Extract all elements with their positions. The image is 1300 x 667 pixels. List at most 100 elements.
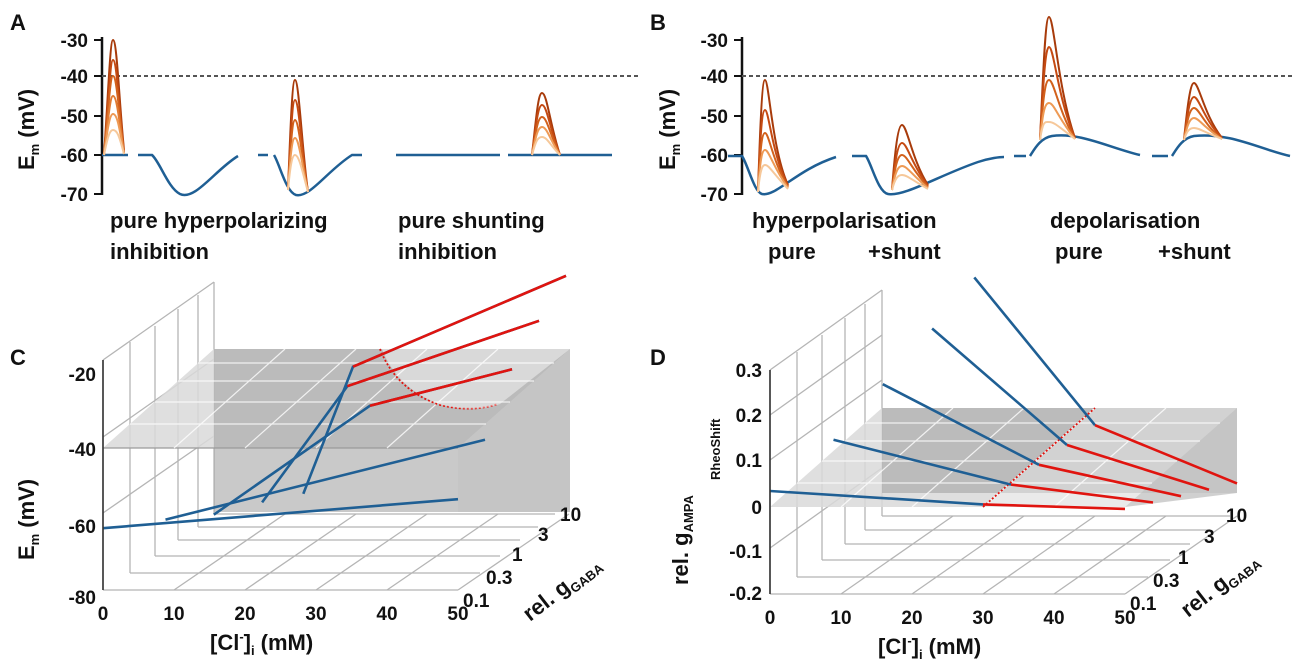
- d-grid-line: [769, 334, 883, 416]
- d-xtick-label: 50: [1114, 608, 1135, 629]
- b-epsp-trace: [757, 148, 789, 193]
- b-ipsp-hyper-pure: [728, 154, 837, 196]
- c-threshold-plane-side: [458, 349, 570, 512]
- c-plane-grid-line: [386, 348, 499, 449]
- d-grid-line: [1053, 515, 1167, 595]
- b-epsp-trace: [891, 123, 929, 191]
- series-line-negative-10: [1094, 423, 1238, 485]
- d-y-axis-label: rel. gAMPA: [668, 494, 696, 585]
- c-y-ticks: -20 -40 -60 -80: [69, 365, 96, 609]
- a-caption-shunt-1: pure shunting: [398, 208, 545, 233]
- a-ipsp-hyperpolarizing-2: [272, 153, 362, 197]
- a-epsp-trace: [531, 125, 561, 156]
- d-grid-line: [982, 515, 1096, 595]
- c-z-axis-label: rel. gGABA: [518, 550, 607, 628]
- b-epsp-depol-shunt: [1183, 81, 1223, 141]
- d-xtick-label: 40: [1043, 608, 1064, 629]
- panel-d: 0.3 0.2 0.1 0 -0.1 -0.2 rel. gAMPA RheoS…: [668, 276, 1265, 662]
- b-ytick-label: -70: [701, 185, 728, 206]
- d-ztick-label: 0.3: [1153, 571, 1179, 592]
- b-epsp-trace: [757, 163, 789, 193]
- panel-label-c: C: [10, 345, 26, 370]
- d-grid-line: [840, 515, 954, 595]
- d-plane-grid-line: [840, 407, 954, 508]
- c-grid-line: [315, 513, 428, 591]
- a-epsp-trace: [103, 128, 125, 156]
- b-caption-hyper-shunt: +shunt: [868, 239, 941, 264]
- d-grid-line: [911, 515, 1025, 595]
- d-xtick-label: 10: [830, 608, 851, 629]
- b-epsp-trace: [1039, 120, 1076, 141]
- b-caption-depol-pure: pure: [1055, 239, 1103, 264]
- c-grid-line: [386, 513, 499, 591]
- series-line-1: [882, 383, 1040, 466]
- c-xtick-label: 10: [163, 604, 184, 625]
- d-ztick-label: 10: [1226, 506, 1247, 527]
- a-epsp-group-1: [103, 38, 125, 156]
- a-caption-hyper-1: pure hyperpolarizing: [110, 208, 328, 233]
- d-ztick-label: 3: [1204, 527, 1215, 548]
- b-ytick-label: -50: [701, 107, 728, 128]
- c-grid-line: [173, 513, 286, 591]
- c-xtick-label: 20: [234, 604, 255, 625]
- b-caption-depol-shunt: +shunt: [1158, 239, 1231, 264]
- series-line-above-1: [369, 368, 513, 407]
- c-xtick-label: 40: [376, 604, 397, 625]
- b-ipsp-depol-shunt: [1152, 134, 1291, 158]
- d-y-ticks: 0.3 0.2 0.1 0 -0.1 -0.2: [729, 361, 762, 605]
- d-xtick-label: 20: [901, 608, 922, 629]
- b-epsp-trace: [891, 153, 929, 191]
- d-series-group: [769, 276, 1238, 511]
- panel-label-d: D: [650, 345, 666, 370]
- c-z-ticks: 0.1 0.3 1 3 10: [463, 505, 581, 612]
- b-caption-hyper-pure: pure: [768, 239, 816, 264]
- b-epsp-depol-pure: [1039, 15, 1076, 141]
- a-epsp-trace: [287, 153, 309, 193]
- d-ytick-label: -0.2: [729, 584, 762, 605]
- c-ytick-label: -60: [69, 517, 96, 538]
- d-ztick-label: 1: [1178, 548, 1189, 569]
- d-ytick-label: 0.1: [736, 451, 763, 472]
- a-ytick-label: -50: [61, 107, 88, 128]
- b-epsp-trace: [1183, 95, 1223, 141]
- d-xtick-label: 0: [765, 608, 776, 629]
- a-ytick-label: -60: [61, 146, 88, 167]
- a-epsp-trace: [531, 135, 561, 156]
- b-y-axis-label: Em(mV): [655, 89, 683, 170]
- a-epsp-trace: [103, 112, 125, 156]
- d-ztick-label: 0.1: [1130, 594, 1157, 615]
- c-ztick-label: 1: [512, 545, 523, 566]
- b-epsp-trace: [891, 173, 929, 191]
- d-z-ticks: 0.1 0.3 1 3 10: [1130, 506, 1247, 615]
- a-caption-hyper-2: inhibition: [110, 239, 209, 264]
- c-ztick-label: 0.1: [463, 591, 490, 612]
- b-epsp-hyper-shunt: [891, 123, 929, 191]
- a-epsp-group-2: [287, 78, 309, 193]
- series-line-3: [931, 327, 1068, 446]
- series-line-above-3: [346, 319, 540, 388]
- b-caption-depol: depolarisation: [1050, 208, 1200, 233]
- c-ztick-label: 3: [538, 525, 549, 546]
- c-ztick-label: 10: [560, 505, 581, 526]
- b-epsp-trace: [1183, 116, 1223, 141]
- d-xtick-label: 30: [972, 608, 993, 629]
- a-caption-shunt-2: inhibition: [398, 239, 497, 264]
- b-ytick-label: -40: [701, 67, 728, 88]
- c-y-axis-label: Em(mV): [14, 479, 42, 560]
- b-epsp-trace: [1039, 101, 1076, 141]
- d-x-axis-label: [Cl-]i (mM): [878, 633, 981, 662]
- d-boundary: [982, 407, 1096, 508]
- b-ytick-label: -30: [701, 31, 728, 52]
- d-zero-plane-side: [1125, 408, 1237, 507]
- panel-a: -30 -40 -50 -60 -70 Em(mV): [14, 31, 640, 264]
- a-ipsp-hyperpolarizing: [138, 153, 239, 197]
- a-y-ticks: -30 -40 -50 -60 -70: [61, 31, 102, 206]
- b-ipsp-hyper-shunt: [852, 154, 1005, 196]
- b-epsp-trace: [1183, 106, 1223, 141]
- b-epsp-trace: [1039, 45, 1076, 141]
- a-y-axis-label: Em(mV): [14, 89, 42, 170]
- b-epsp-trace: [891, 164, 929, 191]
- c-series-group: [102, 274, 567, 530]
- panel-label-a: A: [10, 10, 26, 35]
